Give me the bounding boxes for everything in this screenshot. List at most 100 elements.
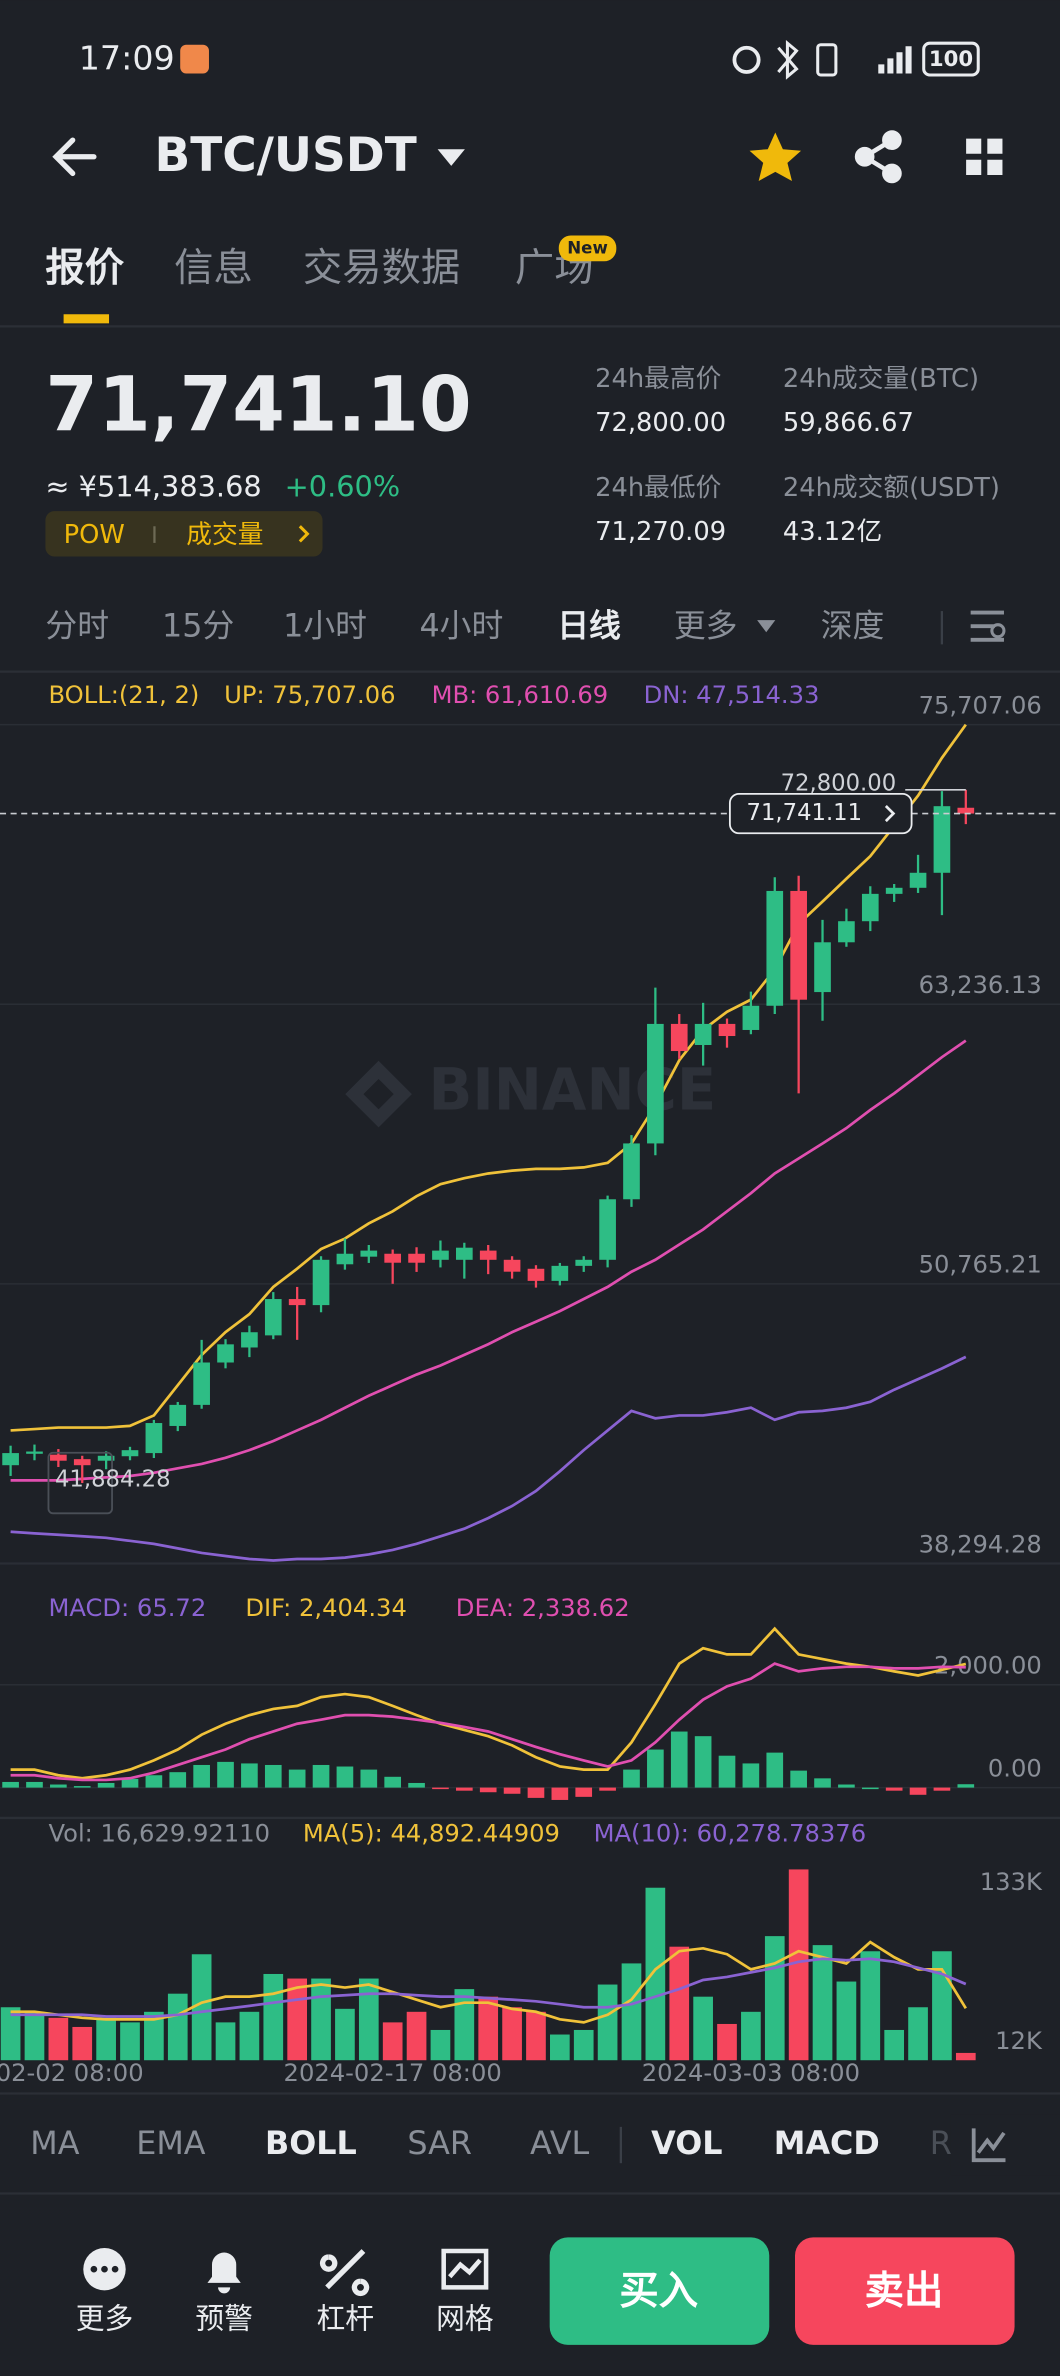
action-label[interactable]: 网格 [436,2302,494,2336]
macd-bar [264,1764,282,1788]
candle-body [217,1344,234,1363]
stat-value: 72,800.00 [595,408,726,438]
macd-bar [957,1784,975,1788]
bluetooth-icon [777,39,799,80]
stat-value: 59,866.67 [783,408,914,438]
action-label[interactable]: 预警 [195,2302,253,2336]
volume-bar [120,2022,140,2061]
interval[interactable]: 4小时 [419,608,503,645]
pair-title[interactable]: BTC/USDT [154,128,416,183]
favorite-star[interactable] [749,132,802,181]
tag-chevron [298,525,310,543]
buy-label[interactable]: 买入 [619,2268,698,2314]
volume-bar [430,2029,451,2061]
volume-bar [287,1978,308,2061]
volume-bar [955,2052,976,2061]
volume-bar [741,2011,761,2061]
indicator[interactable]: AVL [530,2125,589,2162]
tag-box[interactable] [45,511,323,557]
share-button[interactable] [854,130,902,184]
layout-button[interactable] [966,138,1003,175]
candle-body [909,872,927,888]
pair-dropdown[interactable] [437,149,465,166]
volume-legend: Vol: 16,629.92110 [48,1820,270,1848]
indicator[interactable]: EMA [136,2125,206,2162]
interval[interactable]: 1小时 [283,608,367,645]
stat-label: 24h成交额(USDT) [783,473,1000,503]
volume-bar [454,1989,475,2061]
interval[interactable]: 15分 [162,608,234,645]
macd-bar [312,1764,330,1788]
macd-bar [551,1787,569,1800]
vibrate-icon [816,43,838,77]
x-tick-label: 2024-02-02 08:00 [0,2059,144,2087]
macd-bar [527,1787,545,1798]
indicator-fade [950,2114,1060,2176]
candle-body [73,1459,91,1466]
action-label[interactable]: 杠杆 [316,2302,374,2336]
volume-bar [335,2008,355,2061]
macd-bar [790,1770,807,1788]
sell-label[interactable]: 卖出 [865,2268,944,2314]
interval[interactable]: 日线 [557,608,621,645]
macd-bar [814,1778,831,1788]
battery-icon [922,41,980,77]
tab[interactable]: 报价 [45,245,124,291]
x-tick-label: 2024-02-17 08:00 [284,2059,502,2087]
macd-bar [73,1786,91,1788]
indicator[interactable]: SAR [407,2125,472,2162]
settings-knob [990,623,1006,639]
volume-bar [96,2017,116,2061]
leverage-icon[interactable] [319,2249,370,2296]
interval[interactable]: 深度 [821,608,885,645]
volume-bar [358,1978,379,2061]
action-label[interactable]: 更多 [76,2302,134,2336]
volume-bar [478,1996,499,2061]
y-tick-label: 75,707.06 [919,691,1042,719]
indicator[interactable]: VOL [651,2125,722,2162]
y-tick-label: 12K [995,2027,1043,2055]
new-badge: New [567,239,608,258]
macd-bar [217,1761,234,1788]
sell-button[interactable] [795,2237,1015,2345]
clock: 17:09 [79,38,175,77]
alert-icon[interactable] [207,2252,241,2294]
candle-body [169,1404,187,1426]
volume-bar [382,2022,403,2061]
buy-button[interactable] [549,2237,770,2345]
back-button[interactable] [52,137,97,177]
candle-body [861,893,879,922]
settings-button[interactable] [970,610,1004,642]
indicator-legend: UP: 75,707.06 [224,681,395,709]
grid-icon[interactable] [441,2248,489,2290]
volume-bar [24,2011,45,2061]
macd-bar [26,1781,43,1788]
last-price-chevron [884,805,896,823]
volume-bar [48,2017,69,2061]
indicator[interactable]: MACD [774,2125,880,2162]
candle-body [121,1450,139,1457]
macd-bar [623,1769,640,1788]
indicator-legend: MA(10): 60,278.78376 [594,1820,867,1848]
volume-bar [550,2034,570,2061]
tab[interactable]: 信息 [174,245,253,291]
stat-label: 24h最低价 [595,473,721,503]
macd-bar [360,1769,378,1788]
tab[interactable]: 交易数据 [303,245,460,291]
indicator[interactable]: BOLL [265,2125,357,2162]
volume-bar [764,1936,785,2061]
indicator-line [10,1662,966,1782]
icon-dot [101,2265,108,2273]
macd-bar [408,1782,425,1788]
indicator-line [10,1355,967,1562]
interval[interactable]: 更多 [674,608,738,645]
indicator-settings[interactable] [971,2128,1006,2163]
macd-bar [145,1775,163,1788]
macd-bar [97,1782,115,1788]
volume-bar [669,1946,690,2061]
interval[interactable]: 分时 [45,608,109,645]
tab-indicator [63,314,110,324]
macd-bar [766,1752,784,1788]
indicator[interactable]: MA [30,2125,79,2162]
